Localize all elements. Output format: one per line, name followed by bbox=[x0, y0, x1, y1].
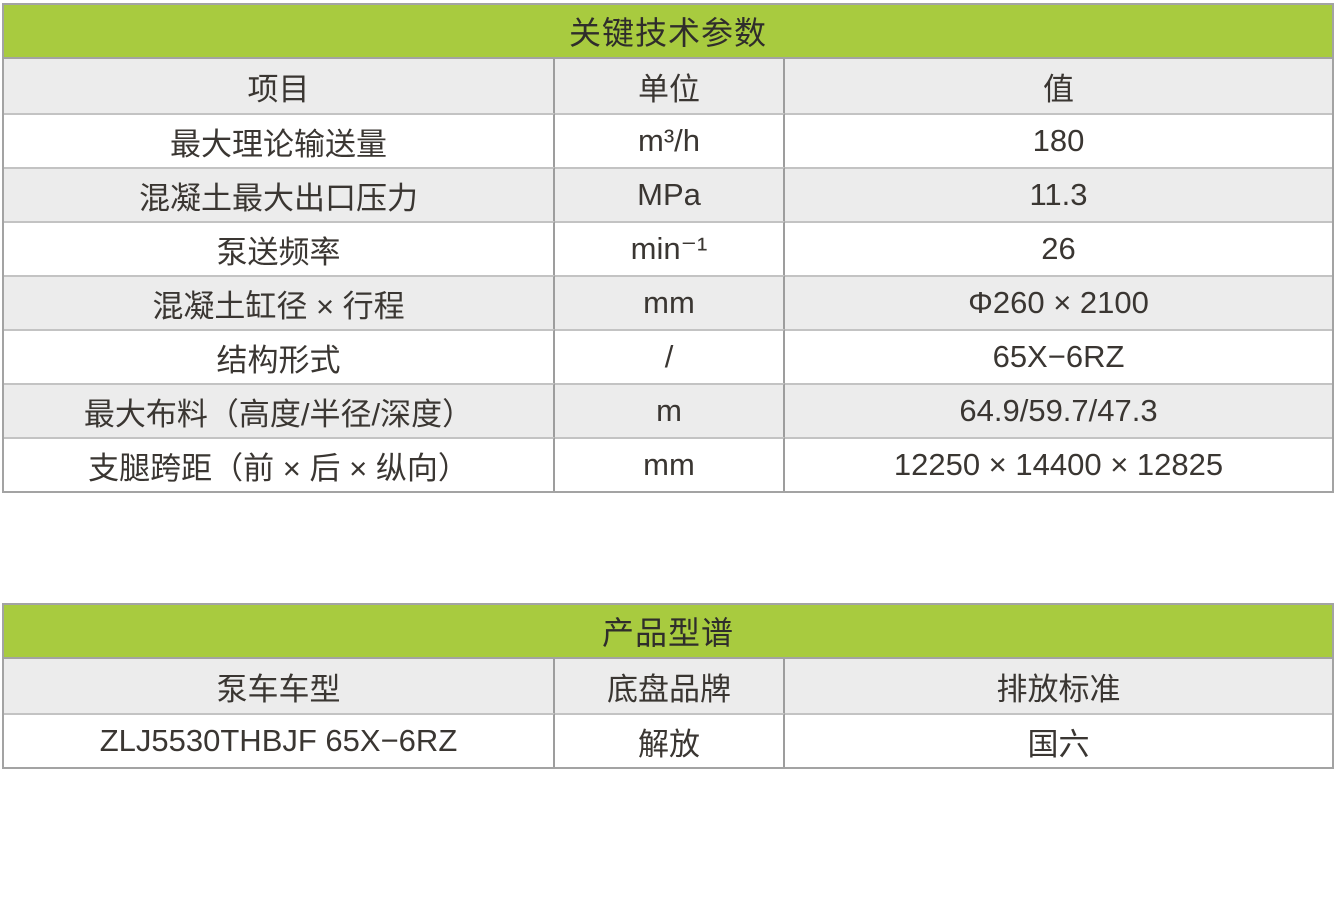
table-cell: 混凝土最大出口压力 bbox=[4, 167, 555, 221]
product-spectrum-table: 产品型谱 泵车车型 底盘品牌 排放标准 ZLJ5530THBJF 65X−6RZ 解放国… bbox=[2, 603, 1334, 769]
column-header: 泵车车型 bbox=[4, 659, 555, 713]
table-cell: 国六 bbox=[785, 713, 1332, 767]
page: 关键技术参数 项目 单位值最大理论输送量 m³/h 180 混凝土最大出口压力 MPa 11… bbox=[0, 3, 1336, 921]
table-cell: mm bbox=[555, 275, 785, 329]
table-cell: 64.9/59.7/47.3 bbox=[785, 383, 1332, 437]
table-cell: / bbox=[555, 329, 785, 383]
table-cell: 泵送频率 bbox=[4, 221, 555, 275]
table-cell: 26 bbox=[785, 221, 1332, 275]
table-cell: 最大布料（高度/半径/深度） bbox=[4, 383, 555, 437]
table-cell: 11.3 bbox=[785, 167, 1332, 221]
table-cell: 12250 × 14400 × 12825 bbox=[785, 437, 1332, 491]
column-header: 值 bbox=[785, 59, 1332, 113]
column-header: 排放标准 bbox=[785, 659, 1332, 713]
table-cell: ZLJ5530THBJF 65X−6RZ bbox=[4, 713, 555, 767]
table-title: 关键技术参数 bbox=[4, 5, 1332, 59]
table-cell: 最大理论输送量 bbox=[4, 113, 555, 167]
table-cell: m³/h bbox=[555, 113, 785, 167]
table-cell: 65X−6RZ bbox=[785, 329, 1332, 383]
key-parameters-table: 关键技术参数 项目 单位值最大理论输送量 m³/h 180 混凝土最大出口压力 MPa 11… bbox=[2, 3, 1334, 493]
table-cell: min⁻¹ bbox=[555, 221, 785, 275]
table-cell: 180 bbox=[785, 113, 1332, 167]
column-header: 单位 bbox=[555, 59, 785, 113]
column-header: 底盘品牌 bbox=[555, 659, 785, 713]
table-cell: MPa bbox=[555, 167, 785, 221]
table-cell: mm bbox=[555, 437, 785, 491]
table-cell: 结构形式 bbox=[4, 329, 555, 383]
column-header: 项目 bbox=[4, 59, 555, 113]
table-title: 产品型谱 bbox=[4, 605, 1332, 659]
table-cell: 混凝土缸径 × 行程 bbox=[4, 275, 555, 329]
table-cell: 解放 bbox=[555, 713, 785, 767]
table-cell: 支腿跨距（前 × 后 × 纵向） bbox=[4, 437, 555, 491]
table-cell: m bbox=[555, 383, 785, 437]
table-cell: Φ260 × 2100 bbox=[785, 275, 1332, 329]
